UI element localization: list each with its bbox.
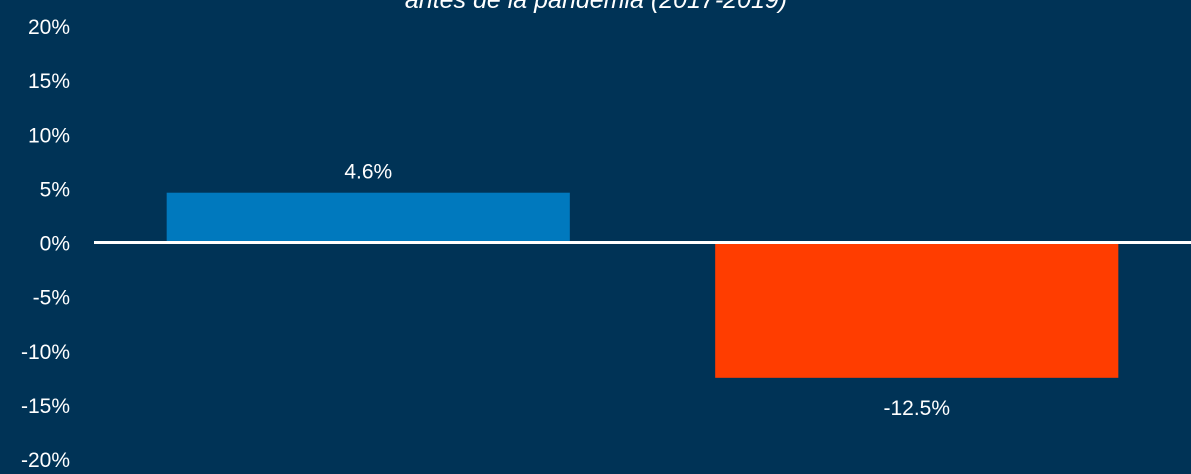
bar <box>166 192 570 243</box>
bar <box>715 242 1119 378</box>
y-tick-label: 10% <box>28 124 70 147</box>
bars <box>166 192 1119 378</box>
data-label: -12.5% <box>883 397 950 420</box>
y-axis-ticks: 20% 15% 10% 5% 0% -5% -10% -15% -20% <box>21 16 70 472</box>
y-tick-label: 0% <box>40 233 70 256</box>
y-tick-label: -20% <box>21 449 70 472</box>
y-tick-label: -5% <box>33 287 70 310</box>
y-tick-label: 5% <box>40 178 70 201</box>
y-tick-label: -10% <box>21 341 70 364</box>
y-tick-label: 20% <box>28 16 70 39</box>
y-tick-label: 15% <box>28 70 70 93</box>
chart-title: antes de la pandemia (2017-2019) <box>405 0 787 14</box>
y-tick-label: -15% <box>21 395 70 418</box>
data-label: 4.6% <box>344 161 392 184</box>
data-labels: 4.6% -12.5% <box>344 161 950 420</box>
